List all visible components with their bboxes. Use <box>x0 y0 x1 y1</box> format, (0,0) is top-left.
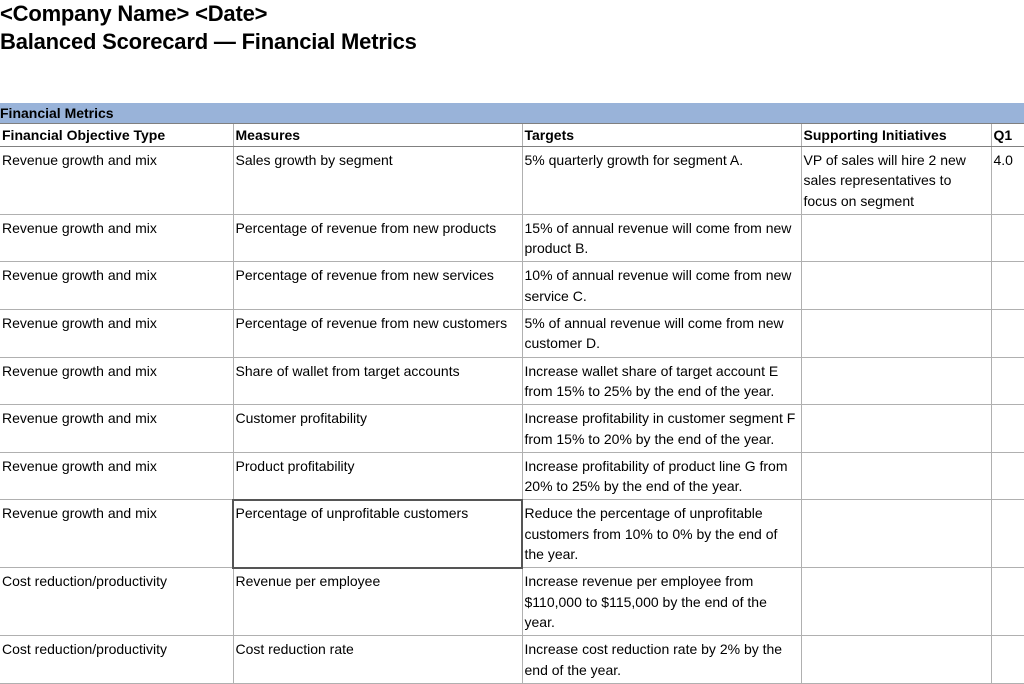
cell-targets[interactable]: 5% of annual revenue will come from new … <box>522 310 801 358</box>
cell-measures[interactable]: Percentage of revenue from new customers <box>233 310 522 358</box>
table-row: Cost reduction/productivityCost reductio… <box>0 636 1024 684</box>
cell-type[interactable]: Revenue growth and mix <box>0 262 233 310</box>
cell-type[interactable]: Revenue growth and mix <box>0 357 233 405</box>
cell-targets[interactable]: Increase profitability of product line G… <box>522 452 801 500</box>
cell-initiatives[interactable] <box>801 214 991 262</box>
table-row: Revenue growth and mixShare of wallet fr… <box>0 357 1024 405</box>
cell-initiatives[interactable] <box>801 405 991 453</box>
cell-type[interactable]: Revenue growth and mix <box>0 214 233 262</box>
cell-q1[interactable] <box>991 636 1024 684</box>
cell-type[interactable]: Cost reduction/productivity <box>0 568 233 636</box>
cell-targets[interactable]: 10% of annual revenue will come from new… <box>522 262 801 310</box>
cell-type[interactable]: Revenue growth and mix <box>0 405 233 453</box>
table-body: Revenue growth and mixSales growth by se… <box>0 147 1024 684</box>
cell-measures[interactable]: Customer profitability <box>233 405 522 453</box>
col-header-type[interactable]: Financial Objective Type <box>0 124 233 147</box>
cell-targets[interactable]: Increase cost reduction rate by 2% by th… <box>522 636 801 684</box>
page-title: Balanced Scorecard — Financial Metrics <box>0 28 1024 56</box>
cell-measures[interactable]: Percentage of unprofitable customers <box>233 500 522 568</box>
col-header-q1[interactable]: Q1 <box>991 124 1024 147</box>
table-row: Revenue growth and mixPercentage of unpr… <box>0 500 1024 568</box>
table-row: Revenue growth and mixPercentage of reve… <box>0 214 1024 262</box>
cell-initiatives[interactable] <box>801 310 991 358</box>
cell-targets[interactable]: Increase wallet share of target account … <box>522 357 801 405</box>
cell-measures[interactable]: Share of wallet from target accounts <box>233 357 522 405</box>
cell-q1[interactable] <box>991 405 1024 453</box>
table-row: Revenue growth and mixProduct profitabil… <box>0 452 1024 500</box>
cell-q1[interactable] <box>991 262 1024 310</box>
col-header-initiatives[interactable]: Supporting Initiatives <box>801 124 991 147</box>
cell-measures[interactable]: Percentage of revenue from new products <box>233 214 522 262</box>
col-header-measures[interactable]: Measures <box>233 124 522 147</box>
cell-initiatives[interactable] <box>801 568 991 636</box>
header-spacer <box>0 61 1024 103</box>
financial-metrics-table: Financial Objective Type Measures Target… <box>0 124 1024 684</box>
cell-targets[interactable]: 15% of annual revenue will come from new… <box>522 214 801 262</box>
cell-targets[interactable]: 5% quarterly growth for segment A. <box>522 147 801 215</box>
cell-q1[interactable] <box>991 310 1024 358</box>
cell-initiatives[interactable] <box>801 636 991 684</box>
cell-measures[interactable]: Product profitability <box>233 452 522 500</box>
cell-q1[interactable] <box>991 452 1024 500</box>
cell-type[interactable]: Revenue growth and mix <box>0 147 233 215</box>
section-title-bar: Financial Metrics <box>0 103 1024 124</box>
table-row: Revenue growth and mixSales growth by se… <box>0 147 1024 215</box>
table-row: Revenue growth and mixPercentage of reve… <box>0 310 1024 358</box>
cell-targets[interactable]: Increase revenue per employee from $110,… <box>522 568 801 636</box>
cell-targets[interactable]: Increase profitability in customer segme… <box>522 405 801 453</box>
cell-measures[interactable]: Cost reduction rate <box>233 636 522 684</box>
cell-measures[interactable]: Percentage of revenue from new services <box>233 262 522 310</box>
cell-initiatives[interactable] <box>801 452 991 500</box>
cell-q1[interactable] <box>991 214 1024 262</box>
company-date-line: <Company Name> <Date> <box>0 0 1024 28</box>
cell-q1[interactable] <box>991 568 1024 636</box>
page-header: <Company Name> <Date> Balanced Scorecard… <box>0 0 1024 61</box>
cell-initiatives[interactable] <box>801 262 991 310</box>
cell-initiatives[interactable] <box>801 357 991 405</box>
cell-initiatives[interactable]: VP of sales will hire 2 new sales repres… <box>801 147 991 215</box>
table-row: Cost reduction/productivityRevenue per e… <box>0 568 1024 636</box>
cell-initiatives[interactable] <box>801 500 991 568</box>
table-header-row: Financial Objective Type Measures Target… <box>0 124 1024 147</box>
cell-q1[interactable]: 4.0 <box>991 147 1024 215</box>
cell-type[interactable]: Revenue growth and mix <box>0 452 233 500</box>
cell-q1[interactable] <box>991 500 1024 568</box>
cell-type[interactable]: Revenue growth and mix <box>0 500 233 568</box>
cell-type[interactable]: Cost reduction/productivity <box>0 636 233 684</box>
cell-measures[interactable]: Sales growth by segment <box>233 147 522 215</box>
cell-measures[interactable]: Revenue per employee <box>233 568 522 636</box>
cell-targets[interactable]: Reduce the percentage of unprofitable cu… <box>522 500 801 568</box>
table-row: Revenue growth and mixPercentage of reve… <box>0 262 1024 310</box>
cell-q1[interactable] <box>991 357 1024 405</box>
col-header-targets[interactable]: Targets <box>522 124 801 147</box>
cell-type[interactable]: Revenue growth and mix <box>0 310 233 358</box>
table-row: Revenue growth and mixCustomer profitabi… <box>0 405 1024 453</box>
